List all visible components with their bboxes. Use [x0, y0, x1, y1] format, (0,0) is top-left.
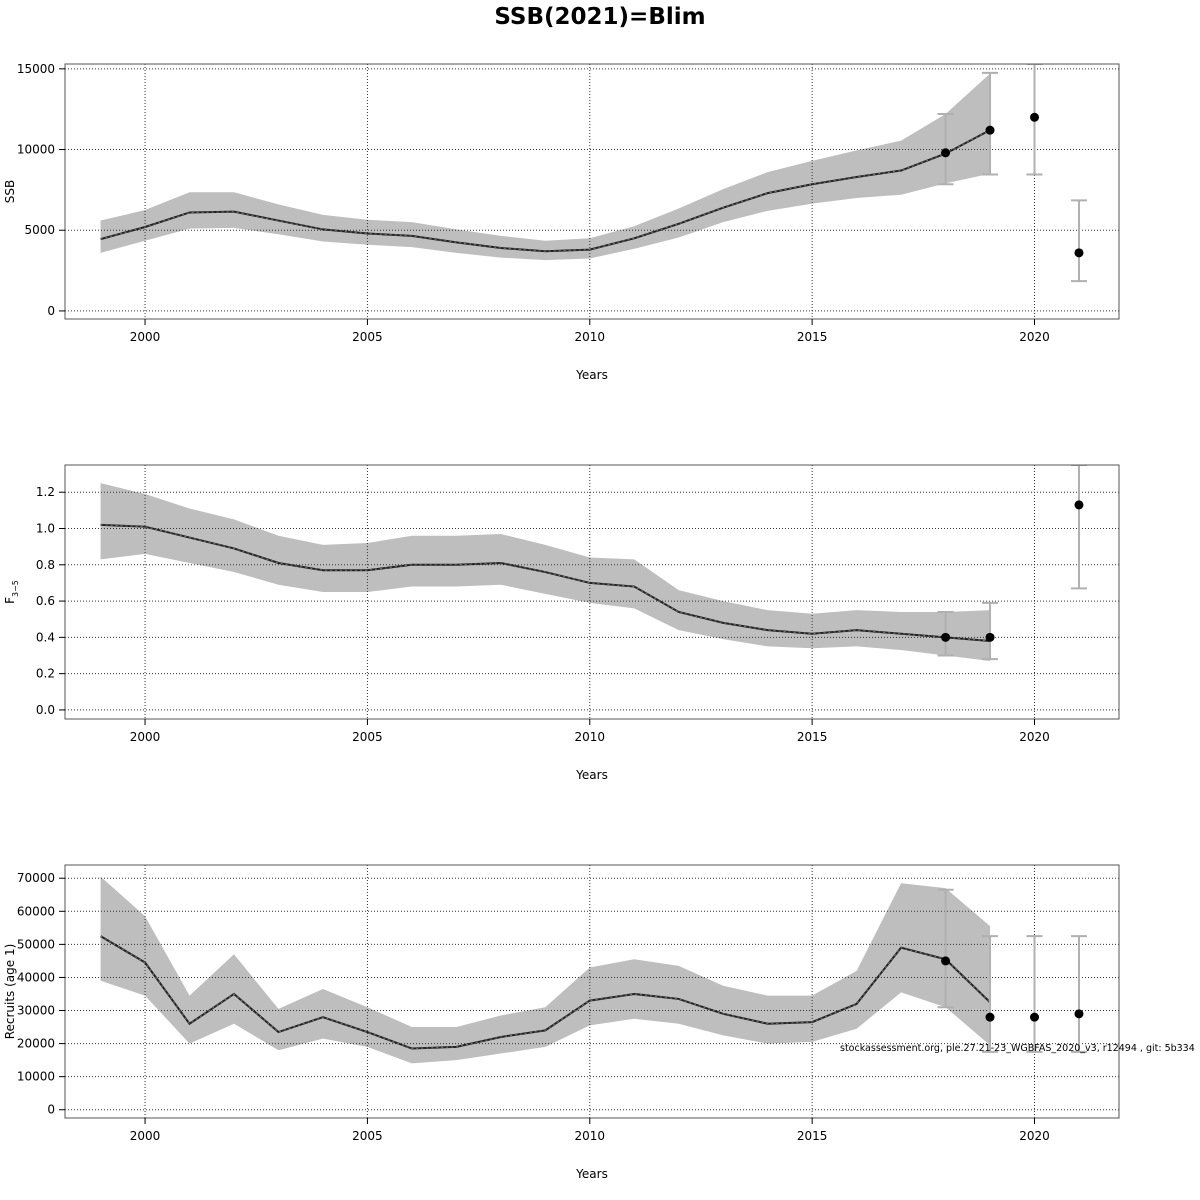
plot-frame: [64, 63, 1120, 320]
y-axis-title: SSB: [3, 180, 17, 203]
data-point: [1074, 248, 1084, 258]
x-tick-label: 2000: [130, 1129, 161, 1143]
panel-2: 2000 2005 2010 2015 2020 0.0 0.2 0.4 0.6 0.8 1.0 1.…: [3, 464, 1120, 782]
y-tick-label: 1.0: [36, 522, 55, 536]
y-tick-label: 70000: [17, 871, 55, 885]
y-axis-title-subscript: 3−5: [11, 580, 20, 597]
x-tick-label: 2020: [1019, 730, 1050, 744]
x-tick-label: 2010: [575, 1129, 606, 1143]
panel-1: 2000 2005 2010 2015 2020 0 5000 10000 15000 Years…: [3, 62, 1120, 382]
data-point: [1074, 1009, 1084, 1019]
y-tick-label: 5000: [24, 223, 55, 237]
x-axis-title: Years: [575, 368, 608, 382]
plot-frame: [64, 864, 1120, 1119]
y-tick-label: 0.4: [36, 630, 55, 644]
data-point: [941, 956, 951, 966]
y-tick-label: 0: [47, 304, 55, 318]
plot-frame: [64, 464, 1120, 720]
plot-area: [65, 64, 1119, 319]
data-point: [941, 632, 951, 642]
estimate-line: [100, 129, 991, 253]
estimate-line: [100, 935, 991, 1050]
y-tick-label: 0.2: [36, 667, 55, 681]
data-point: [985, 125, 995, 135]
data-point: [985, 1012, 995, 1022]
x-tick-label: 2015: [797, 730, 828, 744]
y-tick-label: 15000: [17, 62, 55, 76]
y-tick-label: 0: [47, 1103, 55, 1117]
y-tick-label: 50000: [17, 937, 55, 951]
data-point: [1074, 500, 1084, 510]
footnote: stockassessment.org, ple.27.21-23_WGBFAS…: [840, 1043, 1195, 1054]
x-tick-label: 2005: [352, 1129, 383, 1143]
x-tick-label: 2005: [352, 330, 383, 344]
x-tick-label: 2020: [1019, 1129, 1050, 1143]
x-tick-label: 2000: [130, 730, 161, 744]
x-axis-title: Years: [575, 768, 608, 782]
x-tick-label: 2020: [1019, 330, 1050, 344]
data-point: [1030, 112, 1040, 122]
y-tick-label: 40000: [17, 970, 55, 984]
x-tick-label: 2005: [352, 730, 383, 744]
x-tick-label: 2010: [575, 330, 606, 344]
panel-3: 2000 2005 2010 2015 2020 0 10000 20000 30000 4000…: [3, 864, 1120, 1181]
data-point: [1030, 1012, 1040, 1022]
estimate-line-dash: [100, 524, 991, 642]
y-tick-label: 1.2: [36, 485, 55, 499]
y-tick-label: 0.8: [36, 558, 55, 572]
x-tick-label: 2015: [797, 330, 828, 344]
confidence-band: [100, 73, 991, 261]
data-point: [985, 632, 995, 642]
y-tick-label: 60000: [17, 904, 55, 918]
y-tick-label: 0.0: [36, 703, 55, 717]
y-tick-label: 30000: [17, 1004, 55, 1018]
y-tick-label: 0.6: [36, 594, 55, 608]
chart-title: SSB(2021)=Blim: [494, 4, 705, 30]
estimate-line-dash: [100, 129, 991, 252]
x-tick-label: 2010: [575, 730, 606, 744]
y-axis-title: Recruits (age 1): [3, 944, 17, 1040]
y-tick-label: 10000: [17, 143, 55, 157]
y-axis-title: F3−5: [3, 580, 20, 604]
data-point: [941, 148, 951, 158]
confidence-band: [100, 876, 991, 1064]
estimate-line: [100, 523, 991, 642]
plot-area: [65, 865, 1119, 1118]
plot-area: [65, 465, 1119, 719]
x-axis-title: Years: [575, 1167, 608, 1181]
y-tick-label: 20000: [17, 1037, 55, 1051]
x-tick-label: 2000: [130, 330, 161, 344]
estimate-line-dash: [100, 935, 991, 1049]
y-tick-label: 10000: [17, 1070, 55, 1084]
panels: 2000 2005 2010 2015 2020 0 5000 10000 15000 Years…: [3, 62, 1120, 1181]
x-tick-label: 2015: [797, 1129, 828, 1143]
